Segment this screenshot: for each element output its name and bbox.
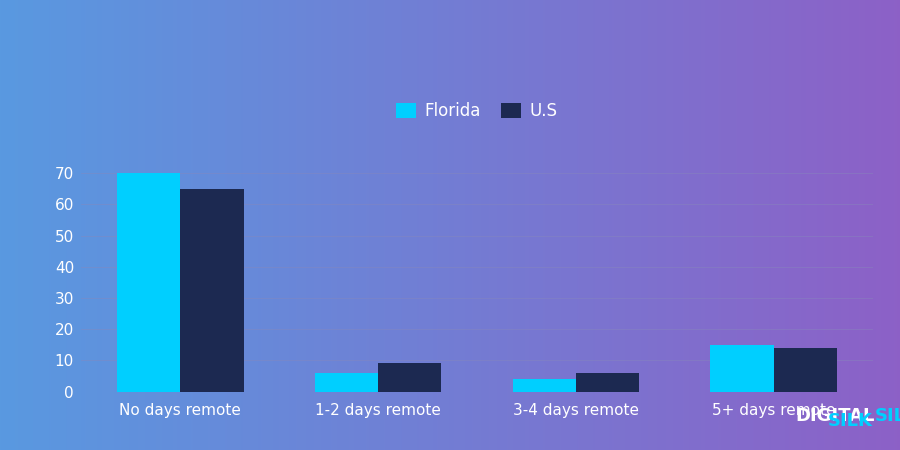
Bar — [576, 373, 639, 392]
Text: SILK: SILK — [828, 412, 873, 430]
Bar — [710, 345, 774, 392]
Bar — [378, 364, 441, 392]
Legend: Florida, U.S: Florida, U.S — [390, 96, 564, 127]
Bar — [117, 173, 180, 392]
Text: SILK: SILK — [875, 407, 900, 425]
Text: DIGITAL: DIGITAL — [796, 407, 875, 425]
Bar — [774, 348, 837, 392]
Bar — [180, 189, 244, 392]
Bar — [315, 373, 378, 392]
Bar — [513, 379, 576, 392]
